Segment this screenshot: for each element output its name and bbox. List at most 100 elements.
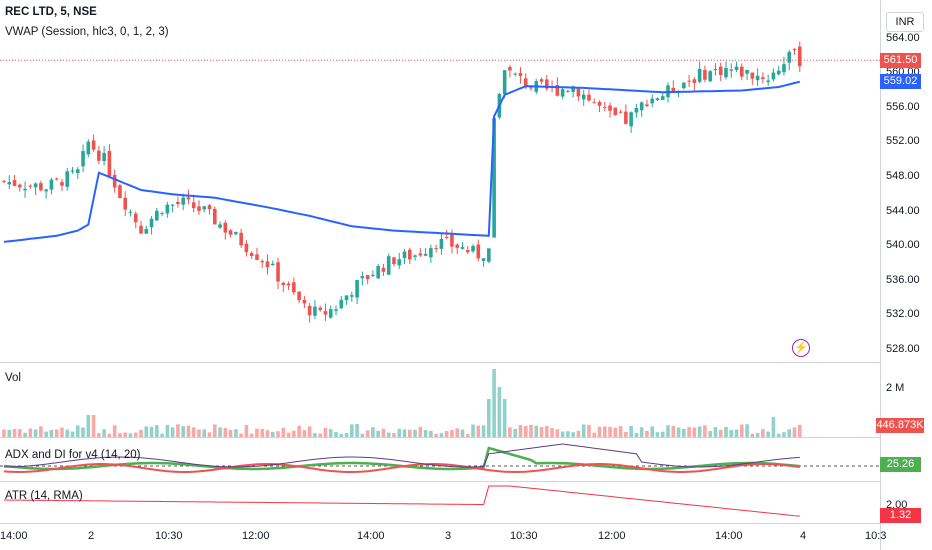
candle-body xyxy=(39,183,43,191)
volume-bar xyxy=(318,433,322,437)
volume-bar xyxy=(355,424,359,437)
candle-body xyxy=(339,299,344,309)
candle-body xyxy=(555,85,560,96)
volume-bar xyxy=(12,429,17,437)
volume-bar xyxy=(23,432,27,437)
adx-badge: 25.26 xyxy=(880,457,921,472)
volume-bar xyxy=(692,427,697,437)
candle-body xyxy=(97,150,101,161)
candle-body xyxy=(23,188,27,191)
volume-bar xyxy=(213,424,217,437)
volume-bar xyxy=(497,387,502,437)
volume-bar xyxy=(249,433,254,437)
volume-bar xyxy=(476,425,481,437)
candle-body xyxy=(740,66,744,77)
candle-body xyxy=(697,68,702,82)
candle-body xyxy=(402,251,407,259)
candle-body xyxy=(460,247,465,249)
volume-bar xyxy=(339,433,344,437)
volume-bar xyxy=(487,399,491,437)
volume-bar xyxy=(54,429,59,437)
candle-body xyxy=(28,185,33,187)
candle-body xyxy=(313,306,317,316)
candle-body xyxy=(244,243,249,253)
candle-body xyxy=(75,169,80,173)
candle-body xyxy=(155,210,159,221)
volume-bar xyxy=(65,429,70,437)
candle-body xyxy=(318,307,322,311)
volume-bar xyxy=(602,426,607,437)
candle-body xyxy=(297,291,301,301)
volume-bar xyxy=(718,429,723,437)
volume-bar xyxy=(697,426,702,437)
atr-legend[interactable]: ATR (14, RMA) xyxy=(5,490,83,502)
volume-bar xyxy=(629,425,633,437)
volume-bar xyxy=(107,433,112,437)
candle-body xyxy=(529,87,533,89)
volume-bar xyxy=(645,430,649,437)
volume-bar xyxy=(44,431,48,437)
candle-body xyxy=(687,80,691,82)
candle-body xyxy=(186,197,191,200)
candle-body xyxy=(218,224,222,228)
volume-bar xyxy=(281,427,286,437)
volume-bar xyxy=(28,428,33,437)
candle-body xyxy=(413,255,417,257)
symbol-title[interactable]: REC LTD, 5, NSE xyxy=(5,6,97,18)
volume-bar xyxy=(502,399,507,437)
volume-bar xyxy=(571,432,575,437)
volume-bar xyxy=(460,429,465,437)
candle-body xyxy=(81,151,85,167)
candle-body xyxy=(629,112,633,127)
volume-bar xyxy=(782,432,786,437)
volume-bar xyxy=(18,429,22,437)
atr-line xyxy=(3,485,800,517)
volume-bar xyxy=(197,429,201,437)
candle-body xyxy=(650,98,655,104)
candle-body xyxy=(776,70,781,75)
candle-body xyxy=(787,51,792,63)
volume-bar xyxy=(260,429,265,437)
volume-bar xyxy=(402,429,407,437)
candle-body xyxy=(513,73,517,75)
candle-body xyxy=(602,106,607,108)
volume-bar xyxy=(787,429,792,437)
volume-bar xyxy=(492,369,496,437)
candle-body xyxy=(502,70,507,94)
candle-body xyxy=(191,202,196,209)
volume-bar xyxy=(223,428,228,437)
candle-body xyxy=(371,274,375,277)
volume-bar xyxy=(724,426,728,437)
candle-body xyxy=(782,64,786,73)
volume-bar xyxy=(97,433,101,437)
volume-bar xyxy=(39,426,43,437)
volume-bar xyxy=(49,429,54,437)
candle-body xyxy=(729,69,734,71)
currency-button[interactable]: INR xyxy=(886,12,924,32)
volume-bar xyxy=(687,427,691,437)
volume-bar xyxy=(429,430,433,437)
volume-bar xyxy=(144,426,149,437)
volume-bar xyxy=(650,426,655,437)
price-tick: 552.00 xyxy=(886,135,920,148)
volume-legend[interactable]: Vol xyxy=(5,372,21,384)
lightning-icon[interactable]: ⚡ xyxy=(792,339,810,357)
candle-body xyxy=(86,141,91,155)
volume-bar xyxy=(465,433,470,437)
last-price-badge: 561.50 xyxy=(880,53,921,68)
volume-bar xyxy=(513,428,517,437)
candle-body xyxy=(455,244,460,248)
volume-bar xyxy=(371,427,375,437)
volume-bar xyxy=(792,427,797,437)
candle-body xyxy=(392,257,396,265)
candle-body xyxy=(761,77,765,79)
adx-legend[interactable]: ADX and DI for v4 (14, 20) xyxy=(5,449,141,461)
vwap-legend[interactable]: VWAP (Session, hlc3, 0, 1, 2, 3) xyxy=(5,26,169,38)
volume-bar xyxy=(481,425,486,437)
volume-bar xyxy=(576,430,581,437)
candle-body xyxy=(328,309,333,318)
candle-body xyxy=(355,279,359,298)
candle-body xyxy=(450,234,454,247)
volume-bar xyxy=(165,424,170,437)
